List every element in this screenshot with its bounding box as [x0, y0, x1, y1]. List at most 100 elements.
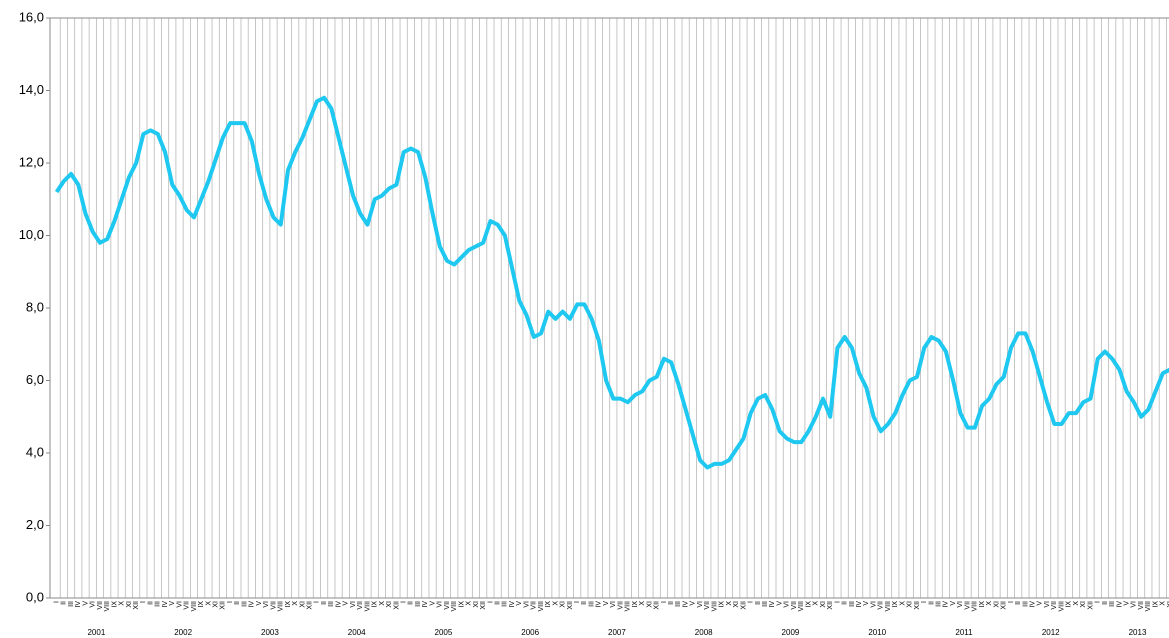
- x-tick-label: IV: [943, 601, 950, 608]
- x-tick-label: III: [241, 601, 248, 607]
- y-tick-label: 12,0: [19, 154, 44, 169]
- x-tick-label: III: [415, 601, 422, 607]
- year-label: 2005: [435, 628, 453, 637]
- x-tick-label: II: [321, 601, 328, 605]
- x-tick-label: VIII: [364, 601, 371, 612]
- x-tick-label: VI: [176, 601, 183, 608]
- y-tick-label: 6,0: [26, 372, 44, 387]
- x-tick-label: IX: [111, 601, 118, 608]
- x-tick-label: V: [429, 601, 436, 606]
- x-tick-label: XII: [133, 601, 140, 610]
- y-tick-label: 10,0: [19, 227, 44, 242]
- x-tick-label: XI: [473, 601, 480, 608]
- x-tick-label: IX: [545, 601, 552, 608]
- x-tick-label: II: [755, 601, 762, 605]
- x-tick-label: X: [292, 601, 299, 606]
- x-tick-label: V: [603, 601, 610, 606]
- x-tick-label: IX: [285, 601, 292, 608]
- x-tick-label: XI: [993, 601, 1000, 608]
- x-tick-label: VIII: [278, 601, 285, 612]
- x-tick-label: I: [314, 601, 321, 603]
- x-tick-label: VII: [704, 601, 711, 610]
- x-tick-label: XII: [1001, 601, 1008, 610]
- x-tick-label: II: [61, 601, 68, 605]
- x-tick-label: II: [408, 601, 415, 605]
- year-label: 2009: [782, 628, 800, 637]
- x-tick-label: XII: [220, 601, 227, 610]
- x-tick-label: III: [155, 601, 162, 607]
- x-tick-label: VI: [957, 601, 964, 608]
- x-tick-label: VI: [523, 601, 530, 608]
- x-tick-label: VI: [263, 601, 270, 608]
- x-tick-label: XII: [914, 601, 921, 610]
- x-tick-label: XI: [733, 601, 740, 608]
- x-tick-label: II: [1102, 601, 1109, 605]
- x-tick-label: VI: [1131, 601, 1138, 608]
- x-tick-label: IV: [162, 601, 169, 608]
- x-tick-label: VI: [90, 601, 97, 608]
- x-tick-label: IX: [979, 601, 986, 608]
- x-tick-label: III: [936, 601, 943, 607]
- x-tick-label: XI: [126, 601, 133, 608]
- x-tick-label: IV: [422, 601, 429, 608]
- year-label: 2010: [868, 628, 886, 637]
- x-tick-label: V: [776, 601, 783, 606]
- x-tick-label: V: [516, 601, 523, 606]
- x-tick-label: IX: [458, 601, 465, 608]
- x-tick-label: VIII: [538, 601, 545, 612]
- x-tick-label: III: [762, 601, 769, 607]
- x-tick-label: I: [921, 601, 928, 603]
- x-tick-label: X: [639, 601, 646, 606]
- year-label: 2002: [174, 628, 192, 637]
- x-tick-label: V: [169, 601, 176, 606]
- x-tick-label: XI: [1167, 601, 1169, 608]
- x-tick-label: IV: [1030, 601, 1037, 608]
- x-tick-label: XII: [307, 601, 314, 610]
- x-tick-label: IV: [249, 601, 256, 608]
- x-tick-label: III: [675, 601, 682, 607]
- x-tick-label: II: [1015, 601, 1022, 605]
- x-tick-label: XII: [1087, 601, 1094, 610]
- x-tick-label: IX: [892, 601, 899, 608]
- x-tick-label: I: [227, 601, 234, 603]
- x-tick-label: IX: [632, 601, 639, 608]
- x-tick-label: XI: [646, 601, 653, 608]
- x-tick-label: VII: [1138, 601, 1145, 610]
- x-tick-label: XII: [480, 601, 487, 610]
- x-tick-label: IV: [509, 601, 516, 608]
- x-tick-label: VII: [357, 601, 364, 610]
- x-tick-label: X: [726, 601, 733, 606]
- x-tick-label: V: [343, 601, 350, 606]
- x-tick-label: VIII: [104, 601, 111, 612]
- x-tick-label: II: [842, 601, 849, 605]
- x-tick-label: IV: [335, 601, 342, 608]
- x-tick-label: I: [140, 601, 147, 603]
- x-tick-label: XII: [567, 601, 574, 610]
- x-tick-label: VII: [184, 601, 191, 610]
- x-tick-label: VII: [531, 601, 538, 610]
- x-tick-label: V: [256, 601, 263, 606]
- y-tick-label: 0,0: [26, 589, 44, 604]
- x-tick-label: III: [588, 601, 595, 607]
- x-tick-label: XI: [560, 601, 567, 608]
- x-tick-label: VIII: [885, 601, 892, 612]
- x-tick-label: IV: [1116, 601, 1123, 608]
- year-label: 2007: [608, 628, 626, 637]
- x-tick-label: XI: [386, 601, 393, 608]
- x-tick-label: II: [234, 601, 241, 605]
- x-tick-label: X: [1073, 601, 1080, 606]
- x-tick-label: VIII: [711, 601, 718, 612]
- x-tick-label: II: [668, 601, 675, 605]
- x-tick-label: IX: [1066, 601, 1073, 608]
- x-tick-label: V: [950, 601, 957, 606]
- x-tick-label: VIII: [798, 601, 805, 612]
- x-tick-label: VI: [350, 601, 357, 608]
- x-tick-label: V: [82, 601, 89, 606]
- year-label: 2013: [1129, 628, 1147, 637]
- x-tick-label: III: [502, 601, 509, 607]
- x-tick-label: IV: [856, 601, 863, 608]
- x-tick-label: VII: [444, 601, 451, 610]
- x-tick-label: XI: [820, 601, 827, 608]
- x-tick-label: I: [834, 601, 841, 603]
- x-tick-label: II: [581, 601, 588, 605]
